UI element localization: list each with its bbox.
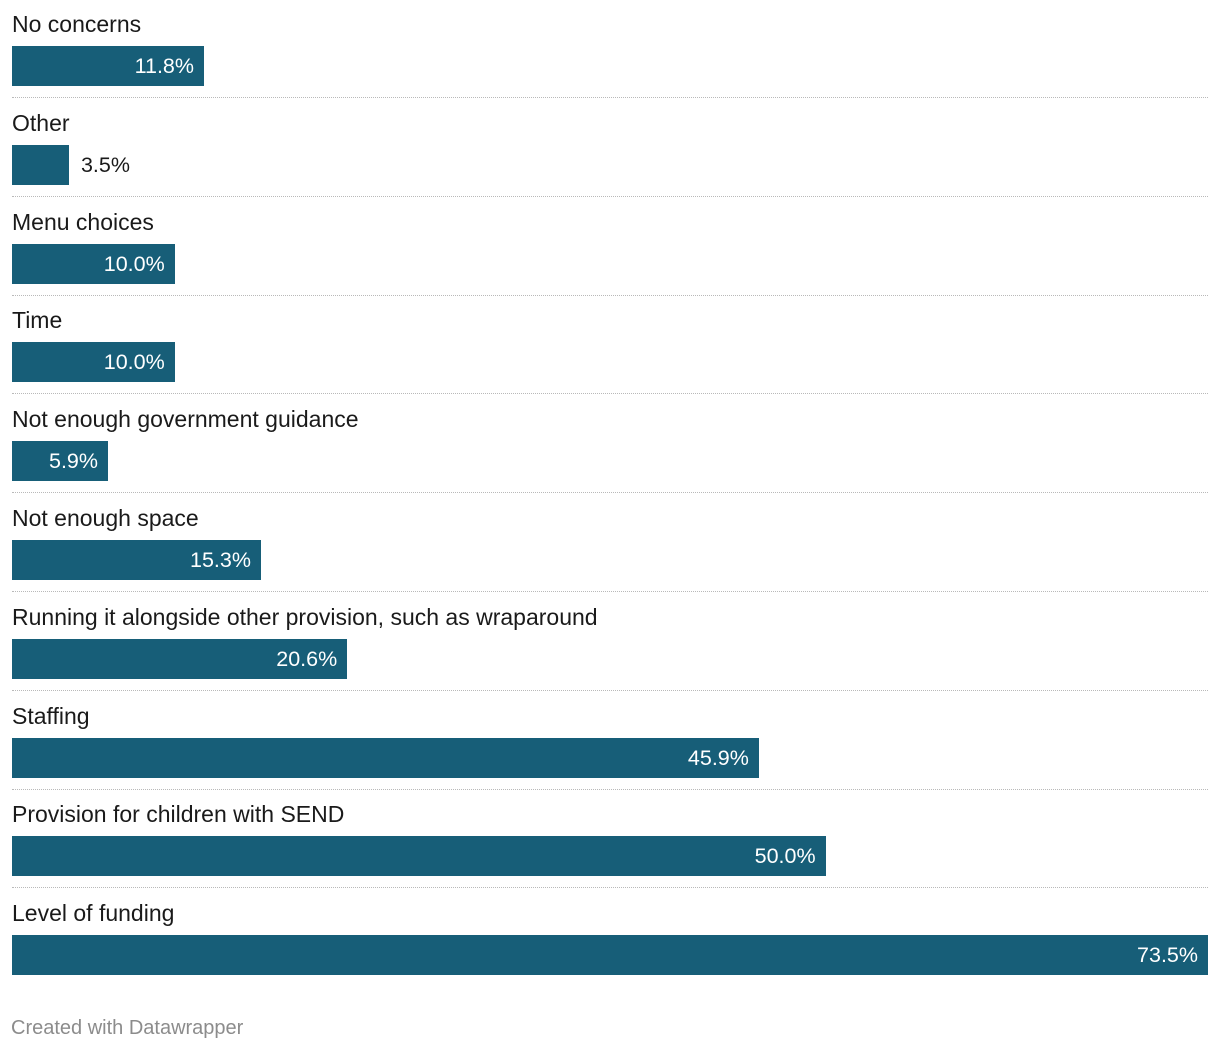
value-label: 3.5%	[80, 152, 130, 177]
bar-row: Staffing 45.9%	[12, 692, 1208, 791]
bar-row: No concerns 11.8%	[12, 0, 1208, 99]
value-label: 73.5%	[1137, 943, 1198, 968]
bar	[12, 935, 1208, 976]
bar	[12, 638, 348, 679]
bar-row: Time 10.0%	[12, 296, 1208, 395]
value-label: 5.9%	[48, 449, 98, 474]
row-separator	[12, 492, 1208, 494]
category-label: Not enough space	[12, 505, 199, 531]
bar	[12, 737, 759, 778]
row-separator	[12, 195, 1208, 197]
category-label: No concerns	[12, 11, 142, 37]
row-separator	[12, 689, 1208, 691]
category-label: Menu choices	[12, 208, 154, 235]
bar-row: Not enough government guidance 5.9%	[12, 395, 1208, 494]
bar	[12, 342, 175, 383]
bar-row: Not enough space 15.3%	[12, 494, 1208, 593]
value-label: 15.3%	[189, 548, 251, 572]
value-label: 20.6%	[276, 646, 338, 671]
value-label: 10.0%	[103, 251, 165, 276]
row-separator	[12, 393, 1208, 395]
bar	[12, 441, 108, 482]
value-label: 10.0%	[103, 350, 165, 375]
row-separator	[12, 887, 1208, 889]
bar-row: Level of funding 73.5%	[12, 889, 1208, 988]
value-label: 50.0%	[754, 844, 816, 869]
value-label: 11.8%	[134, 54, 194, 78]
category-label: Time	[12, 307, 63, 334]
bar	[12, 243, 175, 284]
category-label: Running it alongside other provision, su…	[12, 603, 598, 630]
bar	[12, 46, 204, 86]
bar	[12, 540, 261, 580]
row-separator	[12, 788, 1208, 790]
category-label: Staffing	[12, 702, 90, 729]
category-label: Provision for children with SEND	[12, 801, 345, 828]
row-separator	[12, 591, 1208, 592]
bar-row: Provision for children with SEND 50.0%	[12, 790, 1208, 889]
bar-row: Menu choices 10.0%	[12, 198, 1208, 297]
footer-credit: Created with Datawrapper	[11, 1017, 244, 1039]
row-separator	[12, 294, 1208, 296]
bar	[12, 836, 826, 877]
bar	[12, 144, 69, 185]
row-separator	[12, 97, 1208, 98]
category-label: Level of funding	[12, 900, 175, 927]
value-label: 45.9%	[687, 745, 749, 770]
bar-row: Other 3.5%	[12, 99, 1208, 198]
category-label: Not enough government guidance	[12, 406, 359, 433]
bar-row: Running it alongside other provision, su…	[12, 593, 1208, 692]
category-label: Other	[12, 109, 70, 136]
